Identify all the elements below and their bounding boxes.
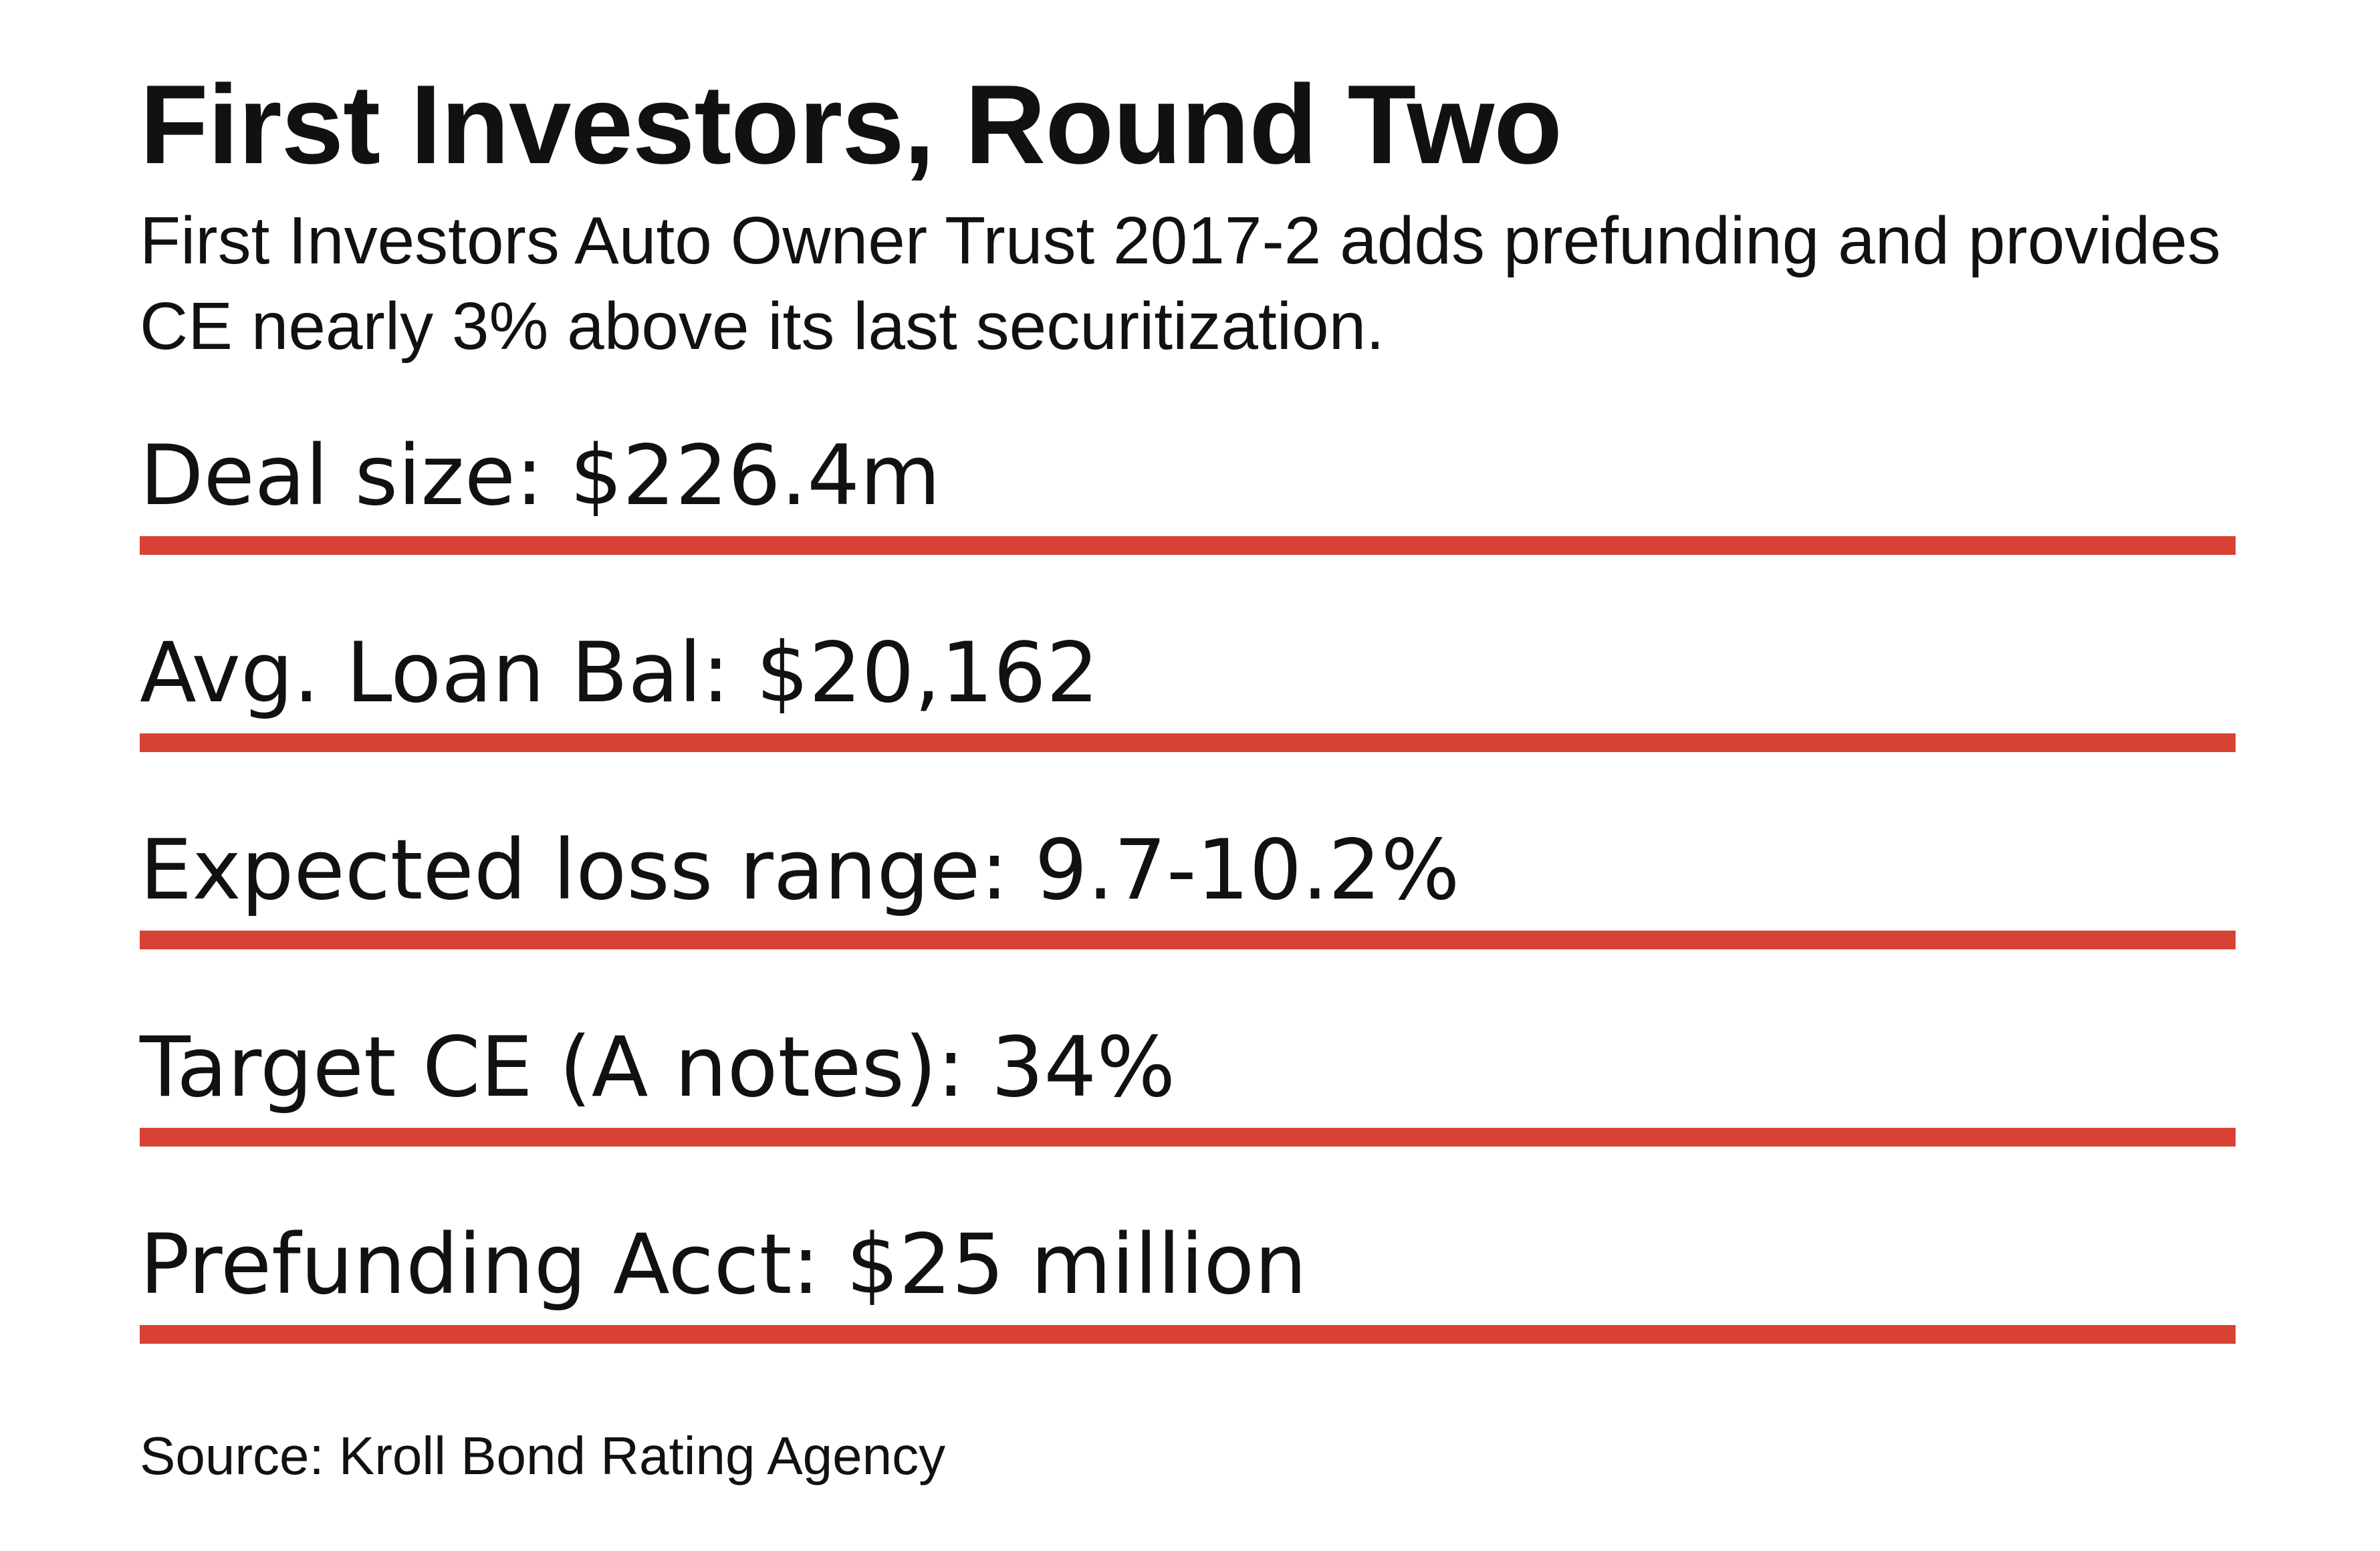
page-subtitle: First Investors Auto Owner Trust 2017-2 … — [140, 203, 2221, 364]
stat-text: Target CE (A notes): 34% — [140, 1020, 1176, 1116]
stat-rule — [140, 1128, 2236, 1147]
page-title: First Investors, Round Two — [140, 62, 1562, 187]
stat-rule — [140, 1325, 2236, 1344]
stat-rule — [140, 733, 2236, 752]
stat-row-deal-size: Deal size: $226.4m — [140, 421, 2236, 555]
stat-rule — [140, 931, 2236, 949]
stat-text: Avg. Loan Bal: $20,162 — [140, 625, 1099, 721]
stat-row-prefunding-acct: Prefunding Acct: $25 million — [140, 1210, 2236, 1344]
stat-row-expected-loss: Expected loss range: 9.7-10.2% — [140, 816, 2236, 949]
stat-row-avg-loan-bal: Avg. Loan Bal: $20,162 — [140, 618, 2236, 752]
source-note: Source: Kroll Bond Rating Agency — [140, 1426, 946, 1485]
stat-text: Prefunding Acct: $25 million — [140, 1217, 1307, 1313]
stat-rule — [140, 536, 2236, 555]
stat-row-target-ce: Target CE (A notes): 34% — [140, 1013, 2236, 1147]
stat-text: Deal size: $226.4m — [140, 428, 941, 524]
stat-text: Expected loss range: 9.7-10.2% — [140, 822, 1460, 919]
